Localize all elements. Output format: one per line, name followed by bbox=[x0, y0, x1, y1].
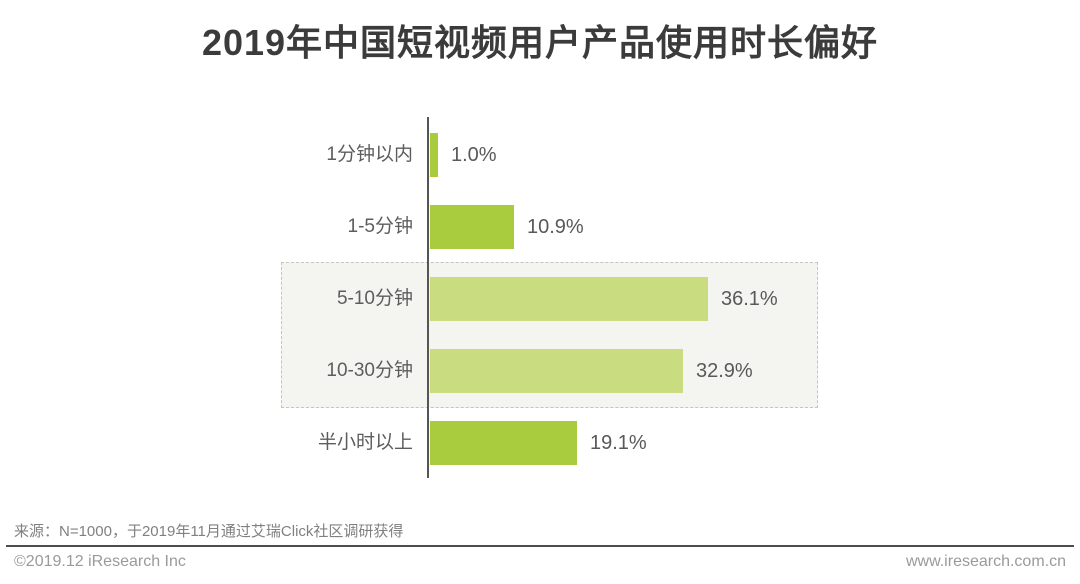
value-label: 19.1% bbox=[590, 432, 647, 454]
website-link: www.iresearch.com.cn bbox=[905, 553, 1066, 570]
bar-chart: 1分钟以内 1.0% 1-5分钟 10.9% 5-10分钟 36.1% 10-30分钟 32.… bbox=[0, 117, 1080, 478]
value-label: 1.0% bbox=[451, 144, 497, 166]
chart-row: 10-30分钟 32.9% bbox=[0, 349, 1080, 393]
bar bbox=[430, 205, 514, 249]
category-label: 1-5分钟 bbox=[347, 216, 413, 237]
footer-divider bbox=[6, 545, 1074, 547]
page-title: 2019年中国短视频用户产品使用时长偏好 bbox=[201, 22, 879, 63]
copyright-text: ©2019.12 iResearch Inc bbox=[14, 553, 186, 570]
category-label: 1分钟以内 bbox=[326, 144, 413, 165]
bar bbox=[430, 133, 438, 177]
bar bbox=[430, 349, 683, 393]
source-note: 来源：N=1000，于2019年11月通过艾瑞Click社区调研获得 bbox=[14, 523, 404, 540]
category-label: 10-30分钟 bbox=[326, 360, 413, 381]
chart-row: 1分钟以内 1.0% bbox=[0, 133, 1080, 177]
category-label: 5-10分钟 bbox=[336, 288, 413, 309]
chart-row: 1-5分钟 10.9% bbox=[0, 205, 1080, 249]
value-label: 32.9% bbox=[696, 360, 753, 382]
chart-row: 半小时以上 19.1% bbox=[0, 421, 1080, 465]
bar bbox=[430, 277, 708, 321]
bar bbox=[430, 421, 577, 465]
y-axis-line bbox=[427, 117, 429, 478]
chart-row: 5-10分钟 36.1% bbox=[0, 277, 1080, 321]
value-label: 36.1% bbox=[721, 288, 778, 310]
value-label: 10.9% bbox=[527, 216, 584, 238]
category-label: 半小时以上 bbox=[317, 432, 413, 453]
